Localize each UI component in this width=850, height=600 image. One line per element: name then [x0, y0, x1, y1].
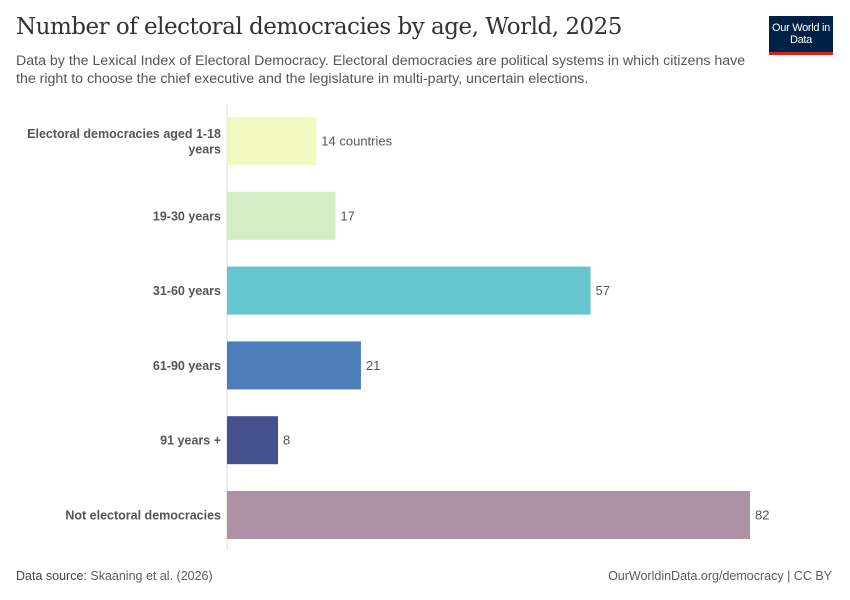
bar-chart: 14 countries Electoral democracies aged 1…: [27, 105, 769, 550]
bar[interactable]: [227, 191, 336, 240]
footer-url[interactable]: OurWorldinData.org/democracy | CC BY: [608, 569, 832, 583]
data-label: 8: [283, 433, 290, 448]
chart-subtitle: Data by the Lexical Index of Electoral D…: [16, 53, 746, 87]
data-label: 14 countries: [321, 134, 392, 149]
bar[interactable]: [227, 341, 361, 390]
bar[interactable]: [227, 266, 591, 315]
data-label: 82: [755, 508, 769, 523]
bar[interactable]: [227, 491, 750, 539]
category-label: years: [188, 142, 221, 156]
category-label: 19-30 years: [153, 209, 221, 223]
data-source: Data source: Skaaning et al. (2026): [16, 569, 213, 583]
bar[interactable]: [227, 416, 279, 465]
data-label: 57: [596, 283, 610, 298]
category-label: 91 years +: [160, 434, 221, 448]
data-label: 17: [340, 208, 354, 223]
source-link[interactable]: Skaaning et al. (2026): [90, 569, 213, 583]
bar[interactable]: [227, 117, 317, 165]
chart-title: Number of electoral democracies by age, …: [16, 14, 622, 40]
source-label: Data source:: [16, 569, 87, 583]
category-label: Not electoral democracies: [65, 509, 221, 523]
category-label: Electoral democracies aged 1-18: [27, 127, 221, 141]
category-label: 31-60 years: [153, 284, 221, 298]
data-label: 21: [366, 358, 380, 373]
owid-logo[interactable]: Our World in Data: [769, 16, 833, 55]
category-label: 61-90 years: [153, 359, 221, 373]
